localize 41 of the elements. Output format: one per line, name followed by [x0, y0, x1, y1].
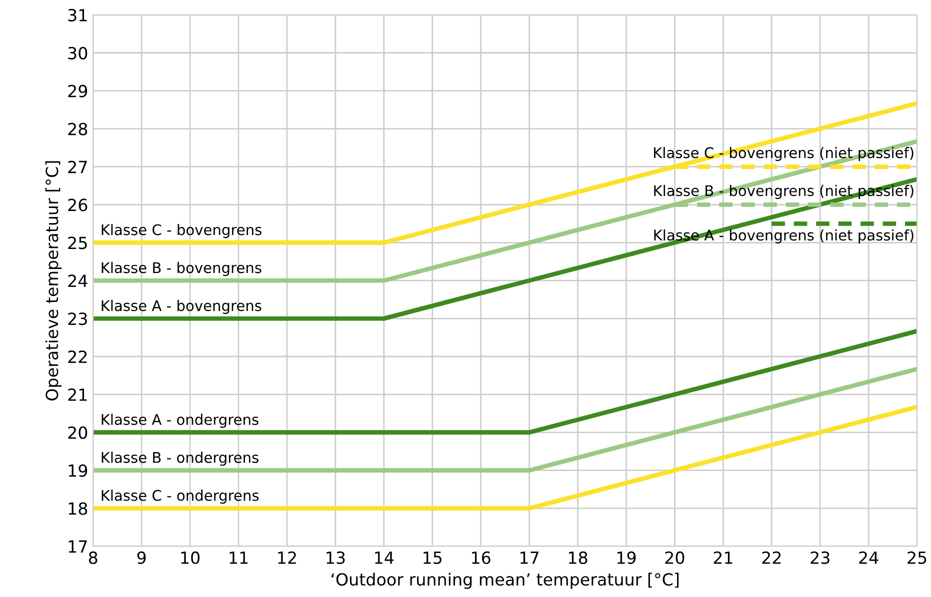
x-axis-title: ‘Outdoor running mean’ temperatuur [°C]	[332, 572, 679, 589]
x-tick-label: 10	[181, 551, 200, 564]
y-tick-label: 22	[68, 350, 87, 363]
series-label: Klasse C - ondergrens	[102, 490, 259, 504]
y-tick-label: 28	[68, 122, 88, 136]
series-label: Klasse C - bovengrens	[102, 224, 262, 238]
x-tick-label: 22	[762, 551, 781, 564]
y-tick-label: 26	[68, 198, 88, 212]
y-axis-title: Operatieve temperatuur [°C]	[45, 161, 62, 400]
y-tick-label: 24	[68, 274, 88, 287]
y-tick-label: 17	[68, 540, 87, 553]
x-tick-label: 23	[810, 551, 830, 564]
x-tick-label: 14	[375, 552, 394, 564]
series-label: Klasse A - bovengrens	[102, 300, 262, 314]
x-tick-label: 21	[714, 551, 732, 564]
series-label: Klasse B - ondergrens	[102, 452, 258, 466]
y-tick-label: 27	[68, 160, 87, 174]
x-tick-label: 24	[859, 551, 878, 564]
x-tick-label: 11	[230, 552, 248, 564]
x-tick-label: 16	[472, 551, 490, 564]
x-tick-label: 13	[326, 551, 345, 564]
x-tick-label: 9	[137, 551, 146, 564]
x-tick-label: 20	[665, 551, 684, 564]
y-tick-label: 23	[68, 312, 87, 326]
y-tick-label: 31	[68, 8, 87, 22]
y-tick-label: 29	[68, 84, 88, 98]
x-tick-label: 12	[278, 551, 296, 564]
y-tick-label: 19	[68, 464, 88, 477]
y-tick-label: 30	[68, 46, 88, 60]
y-tick-label: 20	[68, 426, 88, 439]
series-label: Klasse B - bovengrens	[102, 262, 262, 276]
x-tick-label: 17	[520, 552, 538, 564]
x-tick-label: 8	[88, 551, 98, 564]
x-tick-label: 18	[568, 551, 588, 564]
y-tick-label: 18	[68, 502, 88, 515]
x-tick-label: 15	[424, 552, 442, 564]
y-tick-label: 21	[68, 388, 87, 401]
x-tick-label: 25	[908, 551, 926, 564]
series-label: Klasse A - ondergrens	[102, 414, 258, 428]
x-tick-label: 19	[617, 551, 636, 564]
y-tick-label: 25	[68, 236, 87, 250]
